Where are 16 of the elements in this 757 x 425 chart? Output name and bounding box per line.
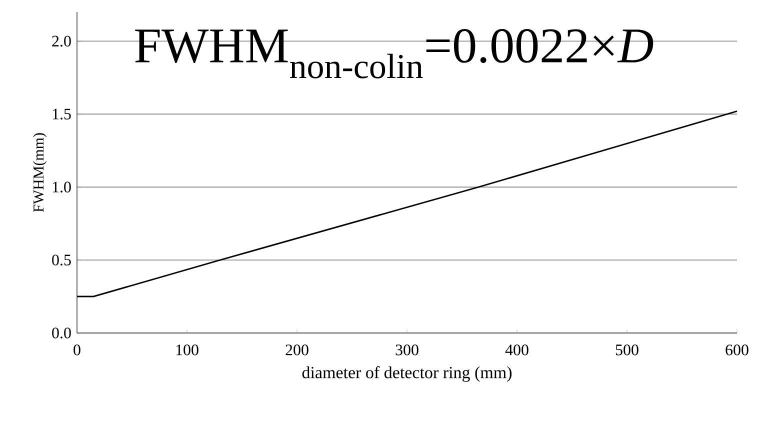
- x-tick-label: 100: [176, 344, 198, 356]
- line-series: [76, 110, 738, 298]
- y-tick-label: 1.0: [52, 182, 71, 193]
- x-tick-label: 500: [616, 344, 638, 356]
- x-tick-label: 600: [726, 344, 748, 356]
- x-tick-label: 0: [74, 344, 80, 356]
- x-axis-title: diameter of detector ring (mm): [302, 366, 512, 382]
- y-tick-label: 1.5: [52, 108, 71, 120]
- x-tick-label: 300: [396, 344, 418, 356]
- y-tick-label: 2.0: [52, 36, 71, 47]
- x-tick-label: 200: [286, 344, 308, 356]
- y-axis-title: FWHM(mm): [33, 133, 47, 212]
- y-tick-label: 0.5: [52, 254, 71, 266]
- y-tick-label: 0.0: [52, 328, 71, 338]
- x-tick-label: 400: [505, 344, 528, 356]
- annotation: FWHM$_{non-colin}$=0.0022×D: [135, 29, 654, 78]
